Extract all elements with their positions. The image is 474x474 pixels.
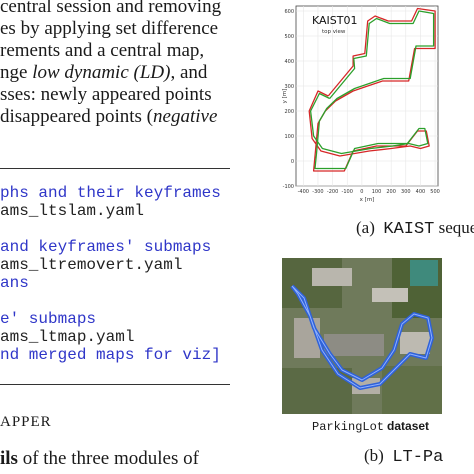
paragraph-line-text: disappeared points (negative [0,106,218,127]
section-heading: APPER [0,414,52,430]
plot-title: KAIST01 [312,14,358,27]
trajectory-line [309,10,435,170]
trajectory-plot-svg: -400 -300 -200 -100 0 100 200 300 400 500 600 500 40… [282,5,440,203]
paragraph-line: nge low dynamic (LD), and [0,62,221,84]
code-line: phs and their keyframes [0,184,221,202]
bottom-text-rest: of the three modules of [17,448,199,469]
bottom-text: ils of the three modules of [0,448,199,470]
figure-a-caption-rest: seque [434,218,474,237]
y-tick-label: 500 [284,34,294,40]
code-line: ams_ltmap.yaml [0,328,135,346]
plot-subtitle: top view [322,29,346,35]
x-tick-label: 500 [430,189,440,195]
figure-a-caption: (a) KAIST seque [356,218,474,239]
y-tick-label: -100 [283,184,294,190]
y-tick-label: 300 [284,84,294,90]
y-tick-label: 0 [291,159,294,165]
x-tick-label: 0 [360,189,363,195]
code-line: ans [0,274,29,292]
paragraph-line: es by applying set difference [0,18,219,39]
paragraph-line: central session and removing [0,0,222,17]
aerial-image [282,258,442,414]
paragraph-line: sses: newly appeared points [0,84,212,105]
trajectory-plot: -400 -300 -200 -100 0 100 200 300 400 500 600 500 40… [282,0,442,208]
italic-term: low dynamic (LD) [32,62,171,83]
x-tick-label: -300 [312,189,323,195]
y-tick-label: 200 [284,109,294,115]
code-line [0,220,221,238]
aerial-image-svg [282,258,442,414]
italic-term: negative [153,106,218,127]
paragraph-line: rements and a central map, [0,40,205,61]
code-listing: phs and their keyframes ams_ltslam.yaml a… [0,184,221,364]
code-line: ams_ltslam.yaml [0,202,145,220]
dataset-label-mono: ParkingLot [312,420,385,434]
code-line: nd merged maps for viz] [0,346,221,364]
x-tick-label: -100 [342,189,353,195]
figure-b-caption-mono: LT-Pa [392,448,444,467]
x-tick-label: 100 [372,189,382,195]
x-axis-label: x [m] [360,197,375,203]
y-axis-label: y [m] [282,89,288,104]
figure-b-caption: (b) LT-Pa [364,446,443,467]
figure-b-caption-prefix: (b) [364,446,384,465]
y-tick-label: 100 [284,134,294,140]
x-tick-label: 200 [386,189,396,195]
x-tick-label: -400 [298,189,309,195]
x-tick-label: 300 [401,189,411,195]
y-tick-label: 600 [284,9,294,15]
code-line [0,292,221,310]
code-bottom-rule [0,384,230,385]
body-paragraph: central session and removing es by apply… [0,0,221,128]
y-tick-label: 400 [284,59,294,65]
code-line: ams_ltremovert.yaml [0,256,183,274]
dataset-label-bold: dataset [387,419,430,433]
code-top-rule [0,168,230,169]
code-line: e' submaps [0,310,97,328]
figure-a-caption-prefix: (a) [356,218,375,237]
figure-a-caption-mono: KAIST [383,220,435,239]
code-line: and keyframes' submaps [0,238,212,256]
paragraph-line: disappeared points (negative [0,106,221,128]
paragraph-line-text: nge low dynamic (LD), and [0,62,208,83]
dataset-label: ParkingLot dataset [312,419,429,434]
x-tick-label: -200 [327,189,338,195]
x-tick-label: 400 [416,189,426,195]
bottom-text-bold: ils [0,448,18,469]
